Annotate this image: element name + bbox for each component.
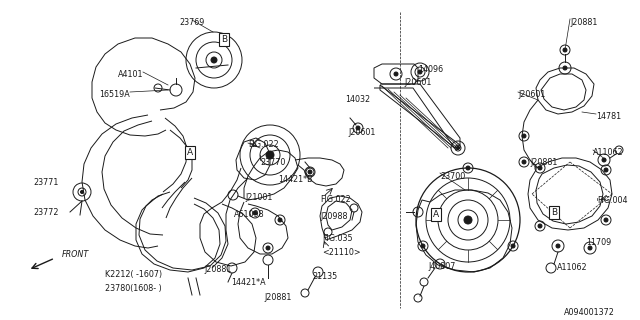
Circle shape [211,57,217,63]
Circle shape [456,147,460,149]
Text: J20601: J20601 [404,78,431,87]
Circle shape [563,66,567,70]
Circle shape [538,224,542,228]
Text: 23771: 23771 [33,178,59,187]
Text: J20601: J20601 [518,90,545,99]
Text: A: A [187,148,193,157]
Circle shape [266,246,270,250]
Circle shape [604,218,608,222]
Text: FIG.035: FIG.035 [322,234,353,243]
Text: 23769: 23769 [179,18,205,27]
Circle shape [588,246,592,250]
Circle shape [563,48,567,52]
Text: A: A [433,210,439,219]
Text: A11062: A11062 [557,263,588,272]
Text: J20601: J20601 [348,128,376,137]
Circle shape [464,216,472,224]
Text: J20881: J20881 [204,265,232,274]
Text: K2212( -1607): K2212( -1607) [105,270,162,279]
Circle shape [522,160,526,164]
Text: J20988: J20988 [320,212,348,221]
Circle shape [394,72,398,76]
Text: 23700: 23700 [440,172,465,181]
Circle shape [602,158,606,162]
Text: 11709: 11709 [586,238,611,247]
Circle shape [81,190,83,194]
Text: 14096: 14096 [418,65,443,74]
Text: FIG.022: FIG.022 [320,195,351,204]
Text: A4101: A4101 [118,70,143,79]
Circle shape [604,168,608,172]
Text: A11062: A11062 [593,148,623,157]
Circle shape [418,70,422,74]
Text: 14421*B: 14421*B [278,175,312,184]
Text: 14781: 14781 [596,112,621,121]
Circle shape [253,211,257,215]
Circle shape [538,166,542,170]
Text: FRONT: FRONT [62,250,89,259]
Text: A61098: A61098 [234,210,264,219]
Text: B: B [221,35,227,44]
Text: 16519A: 16519A [99,90,130,99]
Text: <21110>: <21110> [322,248,360,257]
Text: FIG.022: FIG.022 [248,140,279,149]
Text: 14421*A: 14421*A [230,278,266,287]
Circle shape [266,151,274,159]
Text: 23772: 23772 [33,208,59,217]
Text: J20881: J20881 [570,18,597,27]
Circle shape [278,218,282,222]
Circle shape [511,244,515,248]
Text: 23780(1608- ): 23780(1608- ) [105,284,162,293]
Text: J21001: J21001 [245,193,273,202]
Circle shape [556,244,560,248]
Circle shape [421,244,425,248]
Text: FIG.004: FIG.004 [597,196,627,205]
Text: B: B [551,208,557,217]
Text: 14032: 14032 [345,95,370,104]
Circle shape [308,170,312,174]
Text: J20881: J20881 [530,158,557,167]
Text: 21135: 21135 [312,272,338,281]
Text: J20881: J20881 [264,293,292,302]
Text: J40807: J40807 [428,262,456,271]
Circle shape [466,166,470,170]
Text: A094001372: A094001372 [564,308,615,317]
Text: 23770: 23770 [260,158,285,167]
Circle shape [356,126,360,130]
Circle shape [522,134,526,138]
